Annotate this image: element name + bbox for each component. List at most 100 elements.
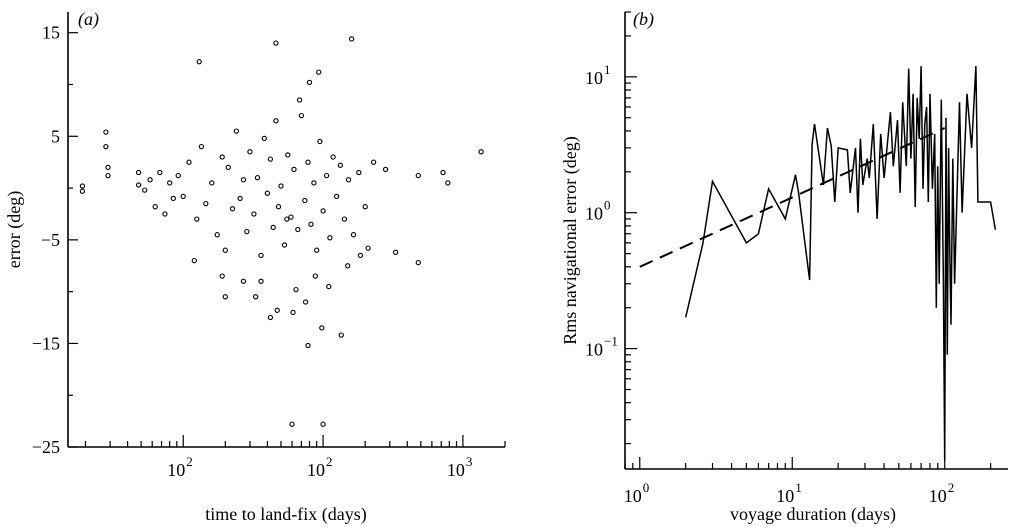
x-tick-label-exponent: 2 [186,454,193,469]
data-point [278,183,284,189]
data-point [209,180,215,186]
data-point [135,169,142,176]
y-tick-label: −25 [32,437,60,457]
data-point [225,164,231,171]
data-point [237,195,243,202]
trend-line [639,127,946,268]
data-point [365,245,371,251]
data-point [314,247,320,253]
data-point [357,252,364,259]
data-point [285,152,291,158]
data-point [267,156,274,162]
data-point [273,118,279,124]
x-tick-label-base: 10 [624,486,642,506]
data-point [348,36,355,42]
y-tick-label-exponent: 0 [604,198,611,213]
data-point [167,180,173,186]
y-tick-label: −5 [41,230,60,250]
data-point [162,211,168,217]
data-point [103,129,109,135]
y-tick-label-base: 10 [585,204,603,224]
data-point [157,169,163,176]
data-point [222,294,228,300]
data-point [175,172,181,179]
data-point [105,172,111,179]
y-tick-label-exponent: −1 [604,334,618,349]
data-point [281,242,288,248]
data-point [382,166,389,173]
data-point [229,206,236,212]
data-point [341,216,348,222]
data-point [317,138,323,145]
y-tick-label: −15 [32,333,60,353]
data-point [219,154,225,160]
data-point [251,211,257,217]
data-point [273,40,279,46]
data-point [289,421,295,427]
y-tick-label-base: 10 [585,340,603,360]
data-point [261,135,267,142]
data-point [350,232,357,238]
data-point [270,224,276,231]
panel-label: (a) [78,9,99,30]
data-point [345,177,352,183]
data-point [244,228,250,235]
data-point [302,299,309,305]
data-point [478,149,484,155]
data-point [362,204,368,210]
x-tick-label-base: 10 [776,486,794,506]
data-point [415,259,421,266]
y-tick-label: 5 [51,126,60,146]
data-point [306,79,313,86]
data-point [327,235,333,241]
data-point [264,190,271,196]
data-point [105,164,111,171]
data-point [302,197,308,204]
data-point [79,188,86,194]
data-point [203,200,209,207]
x-tick-label-exponent: 2 [948,480,955,495]
data-point [258,278,264,284]
panel-label: (b) [633,9,654,30]
data-point [254,175,261,181]
data-point [214,232,220,238]
data-point [305,342,311,349]
x-tick-label-exponent: 1 [795,480,802,495]
data-point [142,187,148,193]
data-point [79,183,86,189]
data-point [326,283,332,290]
data-point [233,128,240,134]
y-tick-label: 15 [42,23,60,43]
data-point [152,204,158,210]
data-point [135,182,142,188]
data-point [345,263,351,269]
x-tick-label-base: 10 [929,486,947,506]
x-tick-label-exponent: 0 [643,480,650,495]
x-axis-label: voyage duration (days) [730,504,896,525]
data-point [440,169,446,176]
data-point [370,159,377,165]
x-tick-label-base: 10 [307,460,325,480]
data-point [320,421,326,427]
data-point [293,286,299,293]
data-point [222,247,228,253]
x-tick-label-exponent: 3 [466,454,473,469]
data-point [311,180,317,186]
y-tick-label-exponent: 1 [604,62,611,77]
data-point [323,172,330,179]
y-axis-label: Rms navigational error (deg) [560,136,581,344]
data-point [191,257,197,264]
data-point [337,162,344,168]
data-point [295,226,301,233]
data-point [147,177,153,183]
data-point [240,278,247,284]
data-point [333,193,340,200]
data-line [684,66,997,461]
data-point [290,309,296,316]
data-point [319,325,325,331]
data-point [415,172,421,179]
data-point [240,177,247,183]
data-point [298,112,305,119]
